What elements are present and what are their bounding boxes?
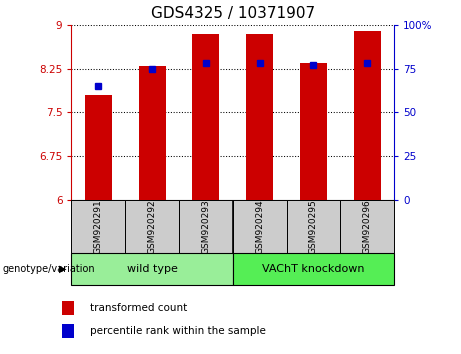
Bar xyxy=(139,66,165,200)
Text: GSM920295: GSM920295 xyxy=(309,199,318,254)
Text: GSM920293: GSM920293 xyxy=(201,199,210,254)
Bar xyxy=(71,200,125,253)
Bar xyxy=(85,95,112,200)
Text: genotype/variation: genotype/variation xyxy=(2,264,95,274)
Bar xyxy=(193,34,219,200)
Bar xyxy=(340,200,394,253)
Bar xyxy=(300,63,327,200)
Text: GSM920291: GSM920291 xyxy=(94,199,103,254)
Bar xyxy=(233,253,394,285)
Text: GSM920296: GSM920296 xyxy=(363,199,372,254)
Text: GSM920292: GSM920292 xyxy=(148,199,157,254)
Bar xyxy=(233,200,287,253)
Text: transformed count: transformed count xyxy=(90,303,188,313)
Text: GSM920294: GSM920294 xyxy=(255,199,264,254)
Bar xyxy=(62,301,74,315)
Bar xyxy=(287,200,340,253)
Text: percentile rank within the sample: percentile rank within the sample xyxy=(90,326,266,336)
Text: wild type: wild type xyxy=(127,264,177,274)
Title: GDS4325 / 10371907: GDS4325 / 10371907 xyxy=(151,6,315,21)
Bar xyxy=(179,200,233,253)
Text: VAChT knockdown: VAChT knockdown xyxy=(262,264,365,274)
Bar xyxy=(71,253,233,285)
Bar xyxy=(246,34,273,200)
Bar xyxy=(62,324,74,338)
Bar xyxy=(125,200,179,253)
Text: ▶: ▶ xyxy=(59,264,67,274)
Bar xyxy=(354,30,381,200)
